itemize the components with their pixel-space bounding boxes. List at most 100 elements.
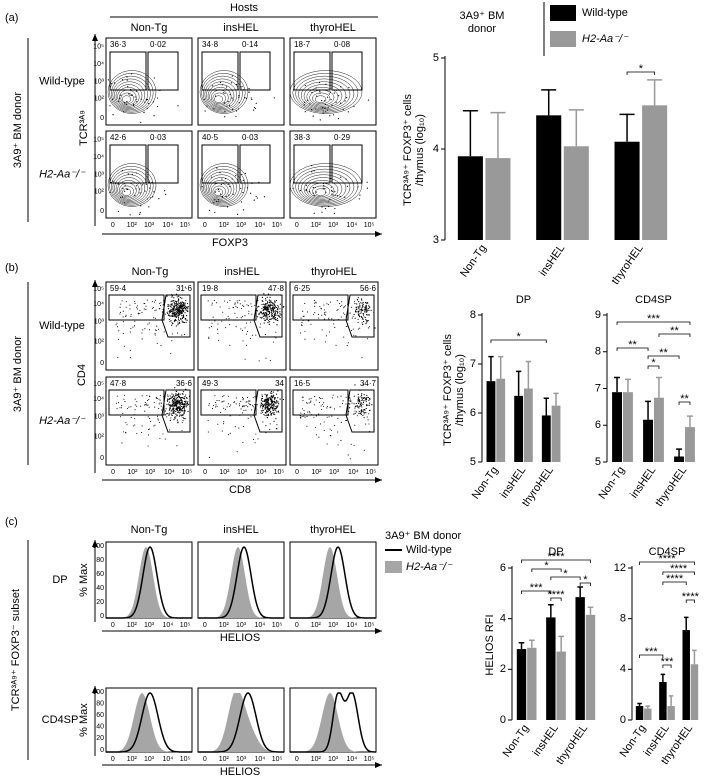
event-dot (269, 301, 271, 303)
event-dot (348, 403, 350, 405)
event-dot (159, 437, 161, 439)
event-dot (360, 410, 363, 412)
event-dot (225, 195, 227, 198)
event-dot (181, 320, 183, 322)
bar (643, 419, 654, 462)
event-dot (279, 398, 281, 400)
event-dot (117, 210, 119, 213)
event-dot (232, 99, 234, 101)
event-dot (347, 342, 349, 344)
event-dot (279, 313, 281, 315)
event-dot (275, 418, 277, 420)
event-dot (207, 431, 209, 433)
event-dot (265, 314, 267, 317)
event-dot (237, 302, 239, 304)
event-dot (223, 423, 225, 425)
event-dot (363, 409, 365, 411)
event-dot (268, 318, 271, 320)
event-dot (332, 194, 334, 196)
event-dot (201, 186, 203, 188)
event-dot (175, 308, 177, 310)
event-dot (126, 407, 128, 410)
event-dot (257, 438, 259, 440)
error-bar (525, 360, 532, 389)
event-dot (315, 108, 317, 110)
event-dot (345, 178, 347, 180)
event-dot (244, 300, 246, 302)
bar (527, 647, 537, 720)
event-dot (266, 394, 268, 396)
event-dot (160, 344, 162, 347)
event-dot (155, 309, 157, 311)
event-dot (177, 411, 179, 413)
event-dot (323, 309, 325, 311)
event-dot (273, 400, 275, 402)
event-dot (174, 396, 176, 398)
gate (239, 144, 271, 184)
event-dot (186, 310, 189, 312)
event-dot (247, 305, 250, 307)
x-tick-label: 10³ (145, 469, 156, 476)
event-dot (147, 399, 149, 401)
event-dot (169, 412, 171, 414)
event-dot (336, 309, 338, 311)
x-tick-label: 10² (219, 222, 230, 229)
event-dot (167, 305, 169, 307)
event-dot (365, 319, 367, 321)
event-dot (306, 99, 309, 101)
event-dot (266, 309, 269, 311)
event-dot (181, 315, 183, 317)
event-dot (353, 413, 355, 415)
event-dot (169, 320, 171, 323)
event-dot (248, 400, 250, 402)
event-dot (150, 420, 152, 423)
event-dot (266, 313, 268, 315)
x-tick-label: 10³ (237, 469, 248, 476)
event-dot (141, 332, 143, 334)
error-bar (541, 89, 557, 116)
event-dot (236, 316, 238, 319)
event-dot (328, 317, 330, 319)
x-axis-label: CD8 (229, 484, 251, 496)
event-dot (173, 399, 175, 401)
event-dot (367, 99, 370, 101)
event-dot (177, 318, 180, 320)
significance-bracket (639, 561, 695, 565)
event-dot (148, 428, 151, 430)
event-dot (169, 304, 171, 306)
event-dot (240, 317, 242, 319)
event-dot (177, 300, 179, 302)
event-dot (357, 401, 359, 403)
y-tick-label: 60 (96, 571, 104, 578)
event-dot (267, 320, 270, 322)
event-dot (125, 306, 127, 308)
event-dot (177, 323, 179, 325)
event-dot (161, 402, 163, 404)
event-dot (130, 313, 132, 316)
event-dot (134, 96, 136, 98)
event-dot (276, 324, 278, 326)
event-dot (173, 297, 175, 299)
event-dot (368, 404, 370, 406)
event-dot (176, 394, 178, 396)
event-dot (231, 178, 233, 180)
contour (292, 166, 359, 206)
contour (199, 70, 249, 114)
event-dot (115, 324, 117, 326)
event-dot (256, 404, 258, 406)
event-dot (178, 298, 180, 300)
event-dot (251, 409, 253, 411)
event-dot (208, 209, 211, 211)
event-dot (182, 391, 185, 393)
bar (563, 146, 589, 240)
x-tick-label: 10² (127, 622, 138, 629)
event-dot (183, 411, 185, 413)
event-dot (324, 314, 326, 316)
event-dot (171, 333, 173, 335)
event-dot (268, 400, 270, 402)
x-tick-label: thyroHEL (653, 465, 689, 509)
event-dot (262, 400, 264, 402)
x-tick-label: 10⁵ (180, 756, 191, 763)
event-dot (357, 407, 359, 409)
legend-label: Wild-type (406, 544, 452, 556)
